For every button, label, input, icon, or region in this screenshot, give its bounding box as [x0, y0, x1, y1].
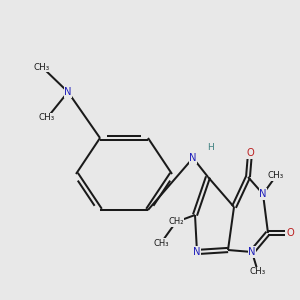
- Text: N: N: [248, 247, 256, 257]
- Text: N: N: [193, 247, 201, 257]
- Text: CH₃: CH₃: [39, 113, 55, 122]
- Text: CH₃: CH₃: [153, 238, 169, 247]
- Text: CH₃: CH₃: [250, 268, 266, 277]
- Text: H: H: [207, 143, 213, 152]
- Text: O: O: [286, 228, 294, 238]
- Text: N: N: [64, 87, 72, 97]
- Text: O: O: [246, 148, 254, 158]
- Text: CH₃: CH₃: [268, 172, 284, 181]
- Text: CH₂: CH₂: [168, 218, 184, 226]
- Text: CH₃: CH₃: [34, 62, 50, 71]
- Text: N: N: [189, 153, 197, 163]
- Text: N: N: [259, 189, 267, 199]
